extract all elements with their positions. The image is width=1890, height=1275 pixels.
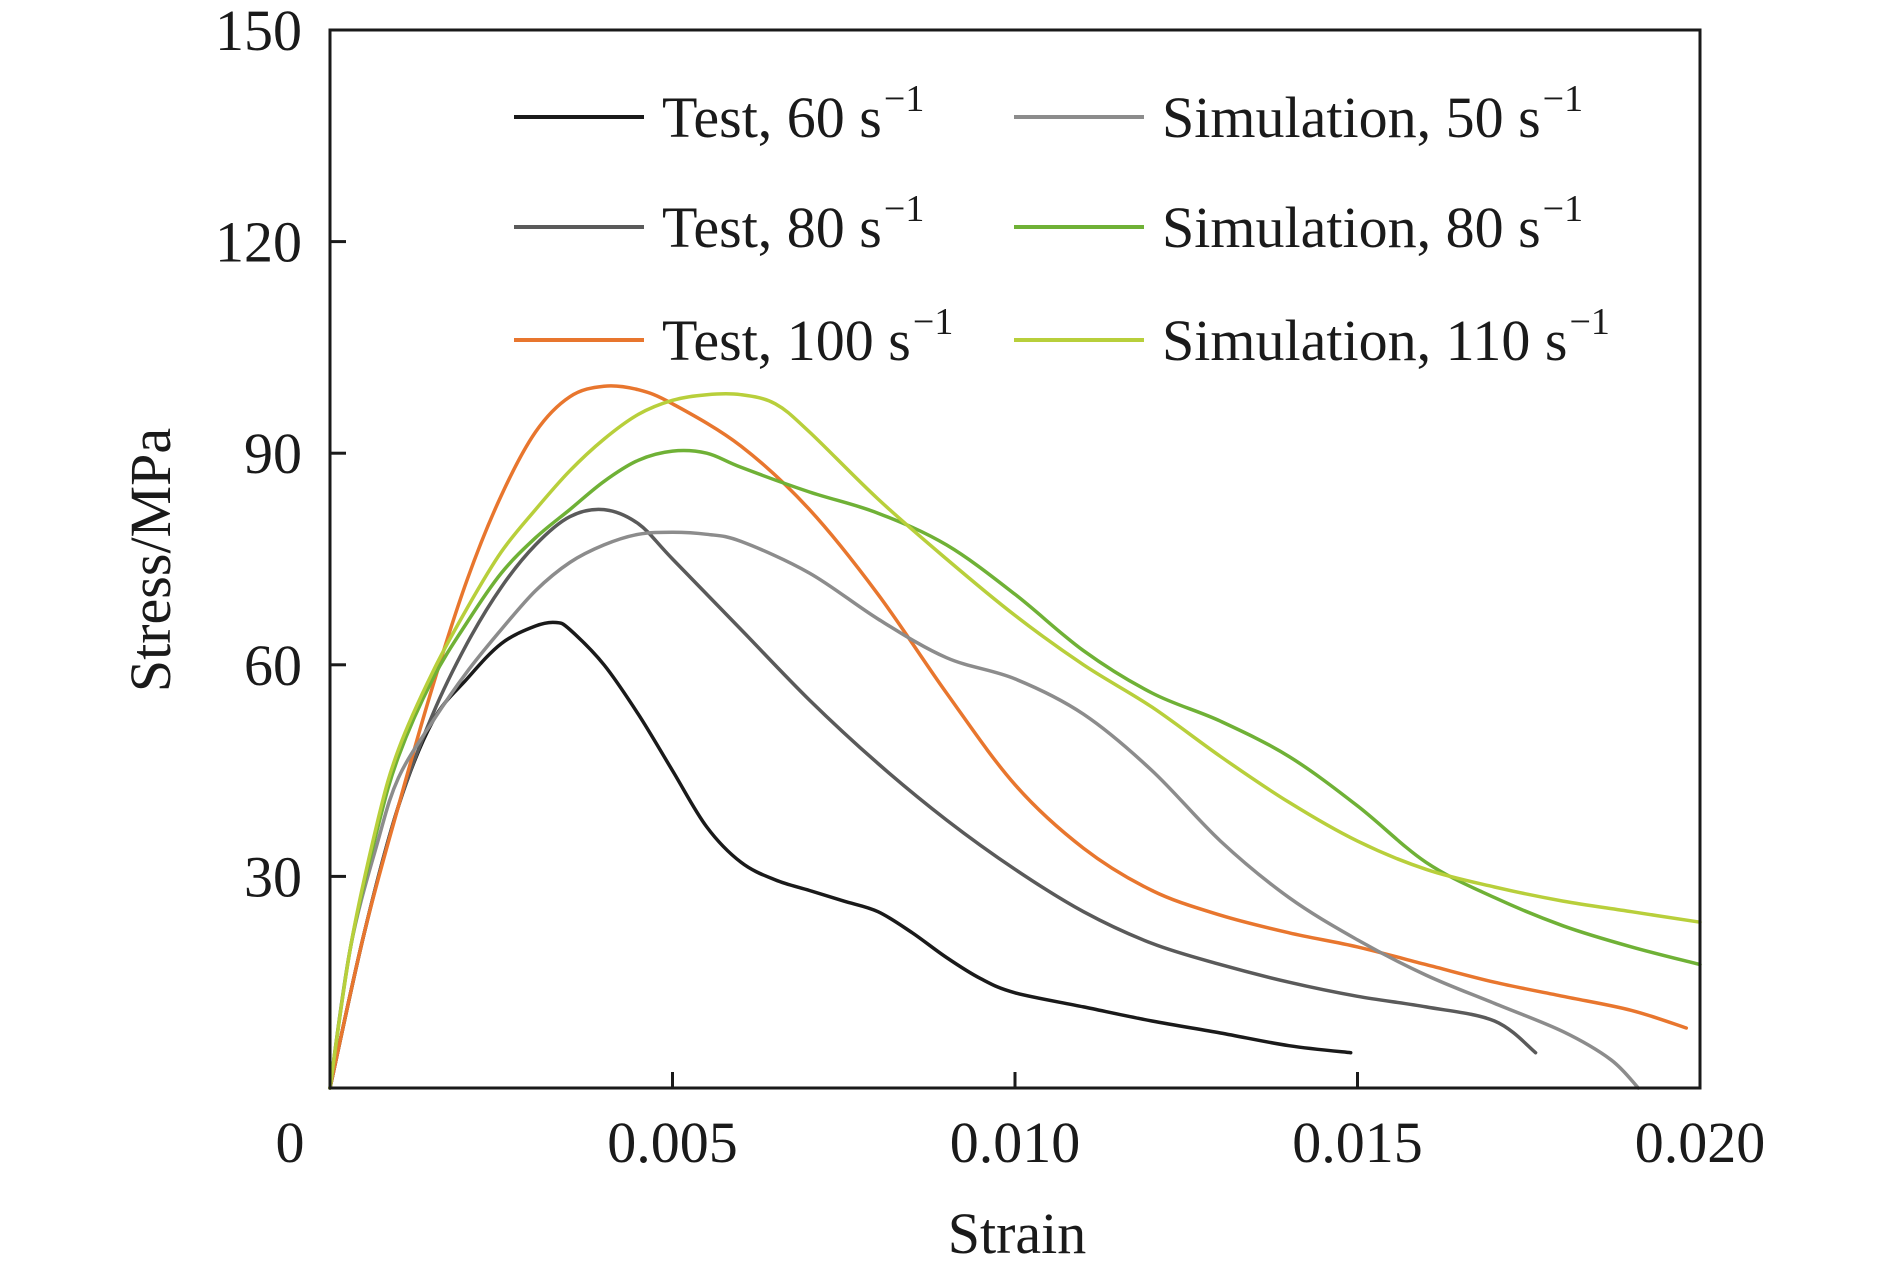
y-tick-label: 90	[244, 421, 302, 486]
series-line-3	[328, 384, 1689, 1090]
x-tick-label: 0.020	[1635, 1110, 1766, 1175]
plot-frame	[328, 28, 1702, 1090]
series-line-4	[328, 530, 1641, 1090]
y-tick-label: 150	[215, 0, 302, 63]
legend-label-text: Test, 100 s	[662, 308, 911, 373]
x-axis-title: Strain	[948, 1201, 1087, 1266]
legend-label: Test, 60 s−1	[662, 78, 924, 150]
legend-label-superscript: −1	[1570, 301, 1610, 343]
legend-label: Test, 100 s−1	[662, 301, 953, 373]
legend-label-text: Test, 60 s	[662, 85, 882, 150]
series-line-5	[328, 448, 1702, 1090]
legend-label-text: Simulation, 50 s	[1162, 85, 1541, 150]
legend-label: Simulation, 80 s−1	[1162, 188, 1583, 260]
legend-label-superscript: −1	[884, 78, 924, 120]
series-line-6	[328, 391, 1702, 1090]
x-tick-label: 0.005	[607, 1110, 738, 1175]
legend-label: Test, 80 s−1	[662, 188, 924, 260]
legend-label: Simulation, 110 s−1	[1162, 301, 1610, 373]
legend-label-superscript: −1	[913, 301, 953, 343]
legend-label: Simulation, 50 s−1	[1162, 78, 1583, 150]
x-tick-label: 0.015	[1292, 1110, 1423, 1175]
y-tick-label: 120	[215, 210, 302, 275]
series-layer	[328, 384, 1702, 1090]
legend-label-superscript: −1	[1543, 188, 1583, 230]
y-axis-title: Stress/MPa	[118, 428, 183, 692]
legend-label-text: Simulation, 110 s	[1162, 308, 1568, 373]
y-tick-label: 60	[244, 633, 302, 698]
x-tick-label: 0.010	[950, 1110, 1081, 1175]
legend-label-text: Simulation, 80 s	[1162, 195, 1541, 260]
legend-label-superscript: −1	[1543, 78, 1583, 120]
legend-label-text: Test, 80 s	[662, 195, 882, 260]
y-tick-label: 30	[244, 844, 302, 909]
series-line-2	[328, 507, 1538, 1090]
tick-layer: 0 0.005 0.010 0.015 0.020 30 60 90 120 150	[215, 0, 1765, 1175]
x-tick-label: 0	[276, 1110, 305, 1175]
series-line-1	[328, 620, 1353, 1090]
legend-label-superscript: −1	[884, 188, 924, 230]
